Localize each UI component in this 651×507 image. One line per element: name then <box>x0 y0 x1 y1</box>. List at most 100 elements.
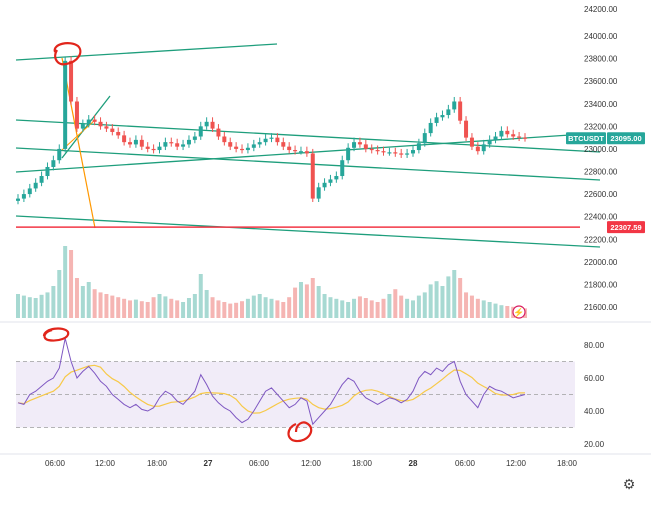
candle-body <box>27 188 32 195</box>
candle-body <box>517 136 522 138</box>
volume-bar <box>133 299 138 318</box>
candle-body <box>428 122 433 134</box>
candle-body <box>275 137 280 143</box>
volume-bar <box>434 281 439 318</box>
volume-bar <box>234 302 239 318</box>
time-tick-label: 12:00 <box>506 459 527 468</box>
volume-bar <box>293 287 298 318</box>
time-tick-label: 06:00 <box>455 459 476 468</box>
short-trendline[interactable] <box>61 95 111 159</box>
volume-bar <box>80 286 85 318</box>
candle-body <box>357 142 362 145</box>
rsi-axis[interactable]: 80.00 60.00 40.00 20.00 <box>584 341 605 449</box>
time-tick-label: 12:00 <box>95 459 116 468</box>
candle-body <box>399 153 404 155</box>
volume-bar <box>263 297 268 318</box>
candle-body <box>375 150 380 152</box>
candle-body <box>369 148 374 151</box>
annotation-layer[interactable] <box>42 42 313 443</box>
volume-bar <box>322 294 327 318</box>
volume-bar <box>363 298 368 318</box>
volume-bar <box>69 250 74 318</box>
volume-bar <box>446 276 451 318</box>
time-tick-label: 27 <box>204 459 213 468</box>
candle-body <box>181 144 186 147</box>
volume-bar <box>151 297 156 318</box>
candle-body <box>198 126 203 137</box>
time-tick-label: 18:00 <box>147 459 168 468</box>
volume-bar <box>198 274 203 318</box>
candle-body <box>122 135 127 143</box>
candle-body <box>92 119 97 122</box>
candle-body <box>334 176 339 180</box>
candle-body <box>393 152 398 154</box>
rsi-tick-label: 20.00 <box>584 440 605 449</box>
rsi-band-area <box>16 361 575 428</box>
volume-bar <box>74 278 79 318</box>
candle-body <box>175 143 180 147</box>
volume-bar <box>245 298 250 318</box>
candle-body <box>228 142 233 147</box>
candle-body <box>422 133 427 144</box>
volume-bar <box>369 300 374 318</box>
lower-trendline[interactable] <box>15 215 601 248</box>
volume-bar <box>328 297 333 318</box>
rsi-band-fill <box>16 361 575 428</box>
channel-middle[interactable] <box>15 147 601 181</box>
price-candles <box>16 56 527 205</box>
volume-bar <box>281 302 286 318</box>
volume-bar <box>16 294 20 318</box>
candle-body <box>316 187 321 199</box>
candle-body <box>257 142 262 145</box>
candle-body <box>33 182 38 189</box>
fib-retracement[interactable] <box>61 57 96 229</box>
annotation-circle-price-top[interactable] <box>53 42 82 66</box>
price-tick-label: 23000.00 <box>584 145 618 154</box>
annotation-circle-rsi-bottom[interactable] <box>287 421 313 443</box>
candle-body <box>163 142 168 147</box>
trendline-top[interactable] <box>15 43 278 61</box>
volume-bar <box>346 302 351 318</box>
candle-body <box>128 142 133 145</box>
candle-body <box>245 147 250 151</box>
price-tick-label: 21800.00 <box>584 280 618 289</box>
candle-body <box>80 124 85 129</box>
volume-bar <box>216 300 221 318</box>
price-axis[interactable]: 24000.00 23800.00 23600.00 23400.00 23200.00… <box>584 5 618 312</box>
symbol-badge <box>566 132 606 145</box>
candle-body <box>481 144 486 152</box>
candle-body <box>45 166 50 177</box>
candle-body <box>86 119 91 125</box>
volume-bar <box>163 296 168 318</box>
event-icon[interactable]: ⚡ <box>512 305 526 319</box>
rsi-tick-label: 40.00 <box>584 407 605 416</box>
volume-bar <box>410 300 415 318</box>
fib-retracement-leg[interactable] <box>61 119 96 151</box>
settings-gear-icon[interactable]: ⚙ <box>622 477 636 493</box>
time-axis[interactable]: 06:00 12:00 18:00 27 06:00 12:00 18:00 28 06:00 1… <box>45 459 578 468</box>
volume-bar <box>298 282 303 318</box>
candle-body <box>346 147 351 161</box>
volume-bar <box>481 300 486 318</box>
candle-body <box>157 146 162 151</box>
volume-bar <box>157 294 162 318</box>
volume-bar <box>458 278 463 318</box>
candle-body <box>440 115 445 118</box>
candle-body <box>416 143 421 151</box>
annotation-circle-rsi-top[interactable] <box>42 327 70 342</box>
candle-body <box>499 130 504 137</box>
price-tick-label: 23600.00 <box>584 77 618 86</box>
channel-upper[interactable] <box>15 119 601 153</box>
candle-body <box>57 148 62 161</box>
volume-bar <box>104 294 109 318</box>
time-tick-label: 12:00 <box>301 459 322 468</box>
candle-body <box>328 179 333 183</box>
volume-bar <box>422 292 427 318</box>
volume-bar <box>375 302 380 318</box>
candle-body <box>145 146 150 149</box>
rsi-lines <box>17 338 526 426</box>
volume-bar <box>469 295 474 318</box>
volume-bar <box>251 295 256 318</box>
